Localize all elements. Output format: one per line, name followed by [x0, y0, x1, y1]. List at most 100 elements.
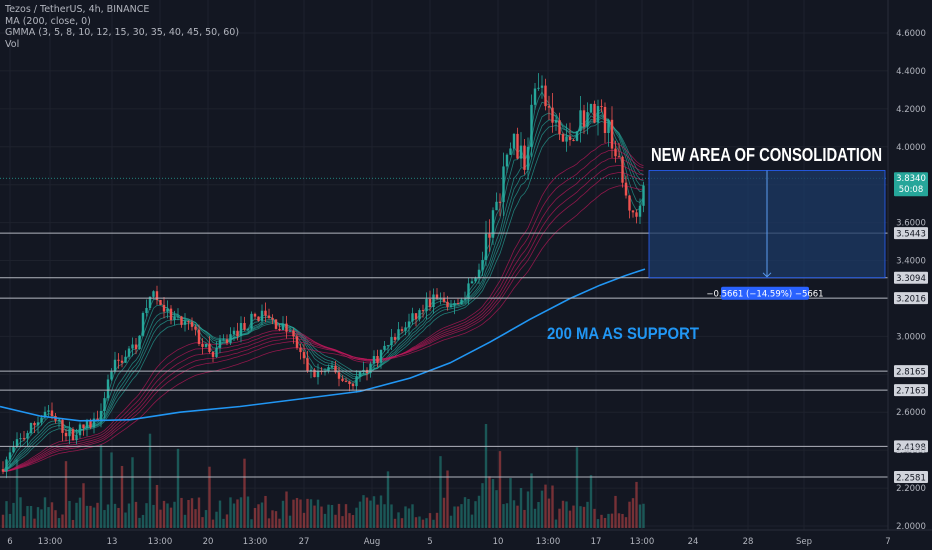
volume-indicator-label[interactable]: Vol	[5, 38, 20, 50]
candle-body	[222, 339, 225, 341]
candle-body	[533, 88, 537, 105]
volume-bar	[162, 500, 166, 528]
volume-bar	[421, 519, 425, 528]
candle-body	[621, 156, 624, 183]
candle-body	[127, 348, 131, 357]
candle-body	[635, 212, 638, 217]
volume-bar	[110, 452, 113, 528]
time-tick: Aug	[364, 537, 381, 547]
candle-body	[397, 329, 400, 340]
volume-bar	[603, 517, 607, 528]
volume-bar	[57, 518, 61, 528]
support-resistance-levels[interactable]	[0, 177, 888, 478]
volume-bar	[624, 517, 628, 528]
volume-bar	[589, 475, 593, 528]
volume-bar	[253, 507, 257, 528]
price-tick: 3.4000	[896, 257, 926, 267]
volume-bar	[187, 499, 190, 528]
volume-bar	[236, 499, 239, 528]
volume-bar	[509, 478, 512, 528]
volume-bar	[250, 519, 253, 528]
volume-bar	[607, 513, 610, 528]
time-tick: 13:00	[243, 537, 268, 547]
candle-body	[491, 210, 495, 238]
volume-bar	[43, 497, 47, 528]
volume-bar	[159, 509, 162, 528]
volume-bar	[50, 502, 54, 528]
candle-body	[120, 360, 124, 363]
candle-body	[467, 283, 470, 299]
time-tick: 17	[591, 537, 602, 547]
volume-bar	[411, 504, 414, 528]
symbol-title[interactable]: Tezos / TetherUS, 4h, BINANCE	[5, 4, 150, 15]
volume-bar	[484, 424, 488, 528]
volume-bar	[278, 518, 281, 528]
volume-bar	[397, 512, 400, 528]
volume-bar	[579, 506, 582, 528]
price-range-measure[interactable]: −0.5661 (−14.59%) −5661	[648, 170, 886, 300]
volume-bar	[414, 517, 418, 528]
level-label-bg	[894, 384, 928, 397]
gmma-indicator-label[interactable]: GMMA (3, 5, 8, 10, 12, 15, 30, 35, 40, 4…	[5, 27, 240, 38]
volume-bar	[575, 447, 579, 528]
price-axis[interactable]: 3.5443 3.3094 3.2016 2.8165 2.7163 2.4198 2.25…	[887, 0, 932, 532]
volume-bar	[418, 516, 421, 528]
level-label-bg	[894, 292, 928, 305]
candle-body	[113, 359, 117, 372]
candle-body	[43, 411, 47, 418]
volume-bar	[456, 506, 460, 528]
candle-body	[376, 356, 379, 363]
candle-body	[442, 298, 446, 302]
candle-body	[85, 420, 89, 428]
candle-body	[187, 321, 190, 323]
support-annotation[interactable]: 200 MA AS SUPPORT	[547, 324, 700, 343]
candle-body	[561, 134, 565, 142]
volume-bar	[218, 500, 222, 528]
volume-bar	[362, 495, 365, 528]
volume-bar	[155, 484, 159, 528]
volume-bar	[635, 481, 638, 528]
time-axis[interactable]: 6 13:00 13 13:00 20 13:00 27 Aug 5 10 13:00 17 13:00…	[0, 529, 932, 550]
gmma-line	[2, 116, 644, 473]
ma-indicator-label[interactable]: MA (200, close, 0)	[5, 15, 91, 27]
candle-body	[593, 103, 596, 123]
candle-body	[166, 308, 169, 312]
candle-body	[131, 344, 134, 349]
candle-body	[509, 148, 512, 155]
candle-body	[267, 315, 271, 318]
volume-bar	[316, 499, 320, 528]
candle-body	[274, 319, 278, 329]
volume-bar	[281, 500, 285, 528]
volume-bar	[99, 444, 103, 528]
volume-bar	[117, 507, 120, 528]
candle-body	[523, 145, 526, 170]
candle-body	[155, 291, 159, 300]
gmma-line	[2, 164, 644, 473]
current-price-tag[interactable]	[894, 172, 928, 197]
candle-body	[141, 313, 145, 336]
volume-bar	[5, 501, 8, 528]
candle-body	[323, 371, 327, 373]
candle-body	[225, 339, 229, 343]
candle-body	[313, 369, 316, 378]
volume-bar	[85, 505, 89, 528]
volume-bar	[446, 470, 449, 528]
candle-body	[435, 294, 439, 299]
candle-body	[505, 154, 509, 167]
volume-bar	[498, 451, 502, 528]
measure-label-bg	[721, 286, 809, 300]
volume-bar	[260, 502, 264, 528]
candle-body	[12, 447, 15, 453]
candle-body	[544, 85, 547, 107]
volume-bar	[614, 495, 617, 528]
consolidation-annotation[interactable]: NEW AREA OF CONSOLIDATION	[651, 145, 882, 165]
candle-body	[218, 339, 222, 348]
chart-legend: Tezos / TetherUS, 4h, BINANCE MA (200, c…	[5, 4, 239, 50]
candle-body	[463, 298, 467, 300]
volume-bar	[344, 504, 348, 528]
volume-bar	[47, 507, 50, 528]
volume-bar	[526, 491, 530, 528]
volume-bar	[442, 497, 446, 528]
level-label-bg	[894, 471, 928, 484]
